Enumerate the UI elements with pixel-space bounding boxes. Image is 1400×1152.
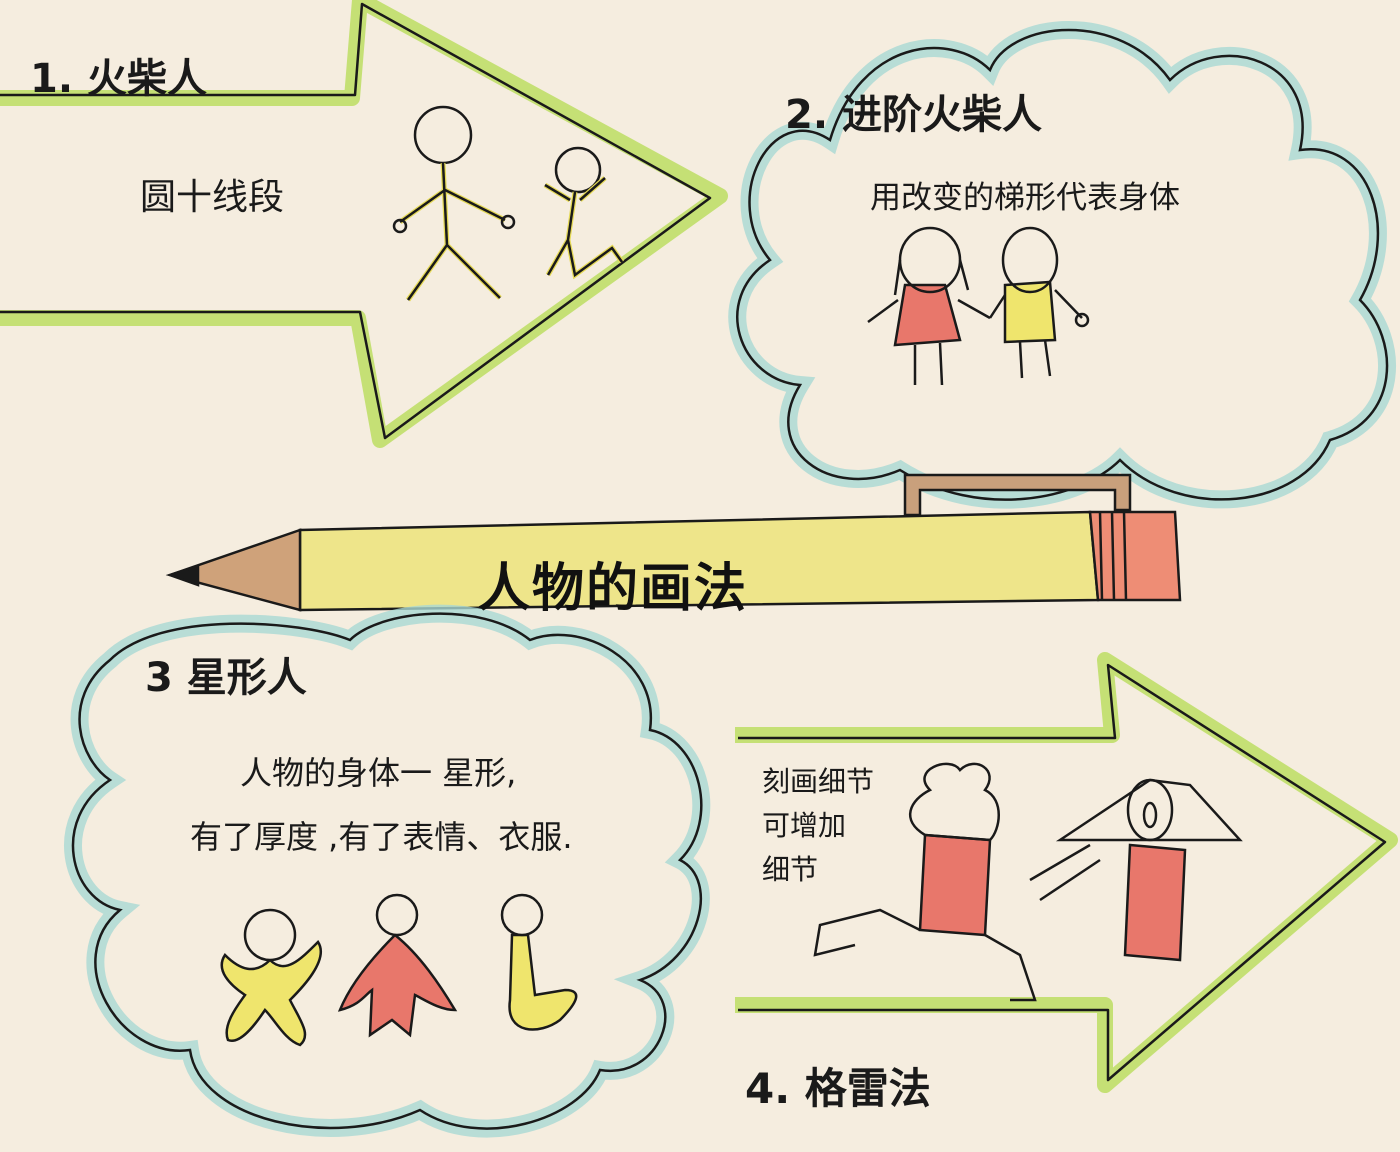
arrow-1 bbox=[0, 0, 728, 448]
running-figure-icon bbox=[813, 762, 1101, 1002]
section-4-note-line-1: 刻画细节 bbox=[762, 765, 875, 798]
shouting-figure-icon bbox=[1055, 778, 1243, 962]
star-figure-red-icon bbox=[337, 893, 458, 1038]
section-2-heading: 2. 进阶火柴人 bbox=[785, 92, 1042, 138]
girl-figure-icon bbox=[867, 226, 991, 386]
star-figure-sitting-icon bbox=[500, 893, 578, 1031]
section-1-text: 圆十线段 bbox=[140, 177, 285, 218]
star-figure-yellow-icon bbox=[220, 908, 322, 1047]
boy-figure-icon bbox=[988, 226, 1090, 379]
section-1-heading: 1. 火柴人 bbox=[30, 56, 207, 102]
cloud-3 bbox=[64, 604, 711, 1138]
cloud-2 bbox=[728, 21, 1396, 509]
jumping-stick-figure-icon bbox=[543, 146, 625, 280]
section-4-note-line-2: 可增加 bbox=[762, 809, 847, 842]
section-2-text: 用改变的梯形代表身体 bbox=[870, 180, 1180, 216]
section-4-heading: 4. 格雷法 bbox=[745, 1064, 931, 1113]
section-3-text-line-2: 有了厚度 ,有了表情、衣服. bbox=[190, 818, 573, 856]
section-4-note-line-3: 细节 bbox=[762, 853, 819, 886]
section-4-note: 刻画细节 可增加 细节 bbox=[762, 760, 882, 892]
arrow-4 bbox=[735, 652, 1398, 1093]
main-title: 人物的画法 bbox=[478, 559, 749, 619]
pencil-icon bbox=[165, 473, 1182, 612]
stick-figure-icon bbox=[392, 105, 516, 302]
section-3-heading: 3 星形人 bbox=[145, 655, 307, 701]
section-3-text-line-1: 人物的身体一 星形, bbox=[240, 754, 517, 792]
